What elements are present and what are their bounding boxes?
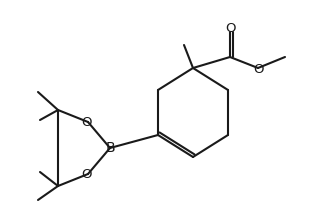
Text: B: B — [105, 141, 115, 155]
Text: O: O — [225, 22, 235, 35]
Text: O: O — [82, 116, 92, 128]
Text: O: O — [82, 167, 92, 180]
Text: O: O — [254, 62, 264, 75]
